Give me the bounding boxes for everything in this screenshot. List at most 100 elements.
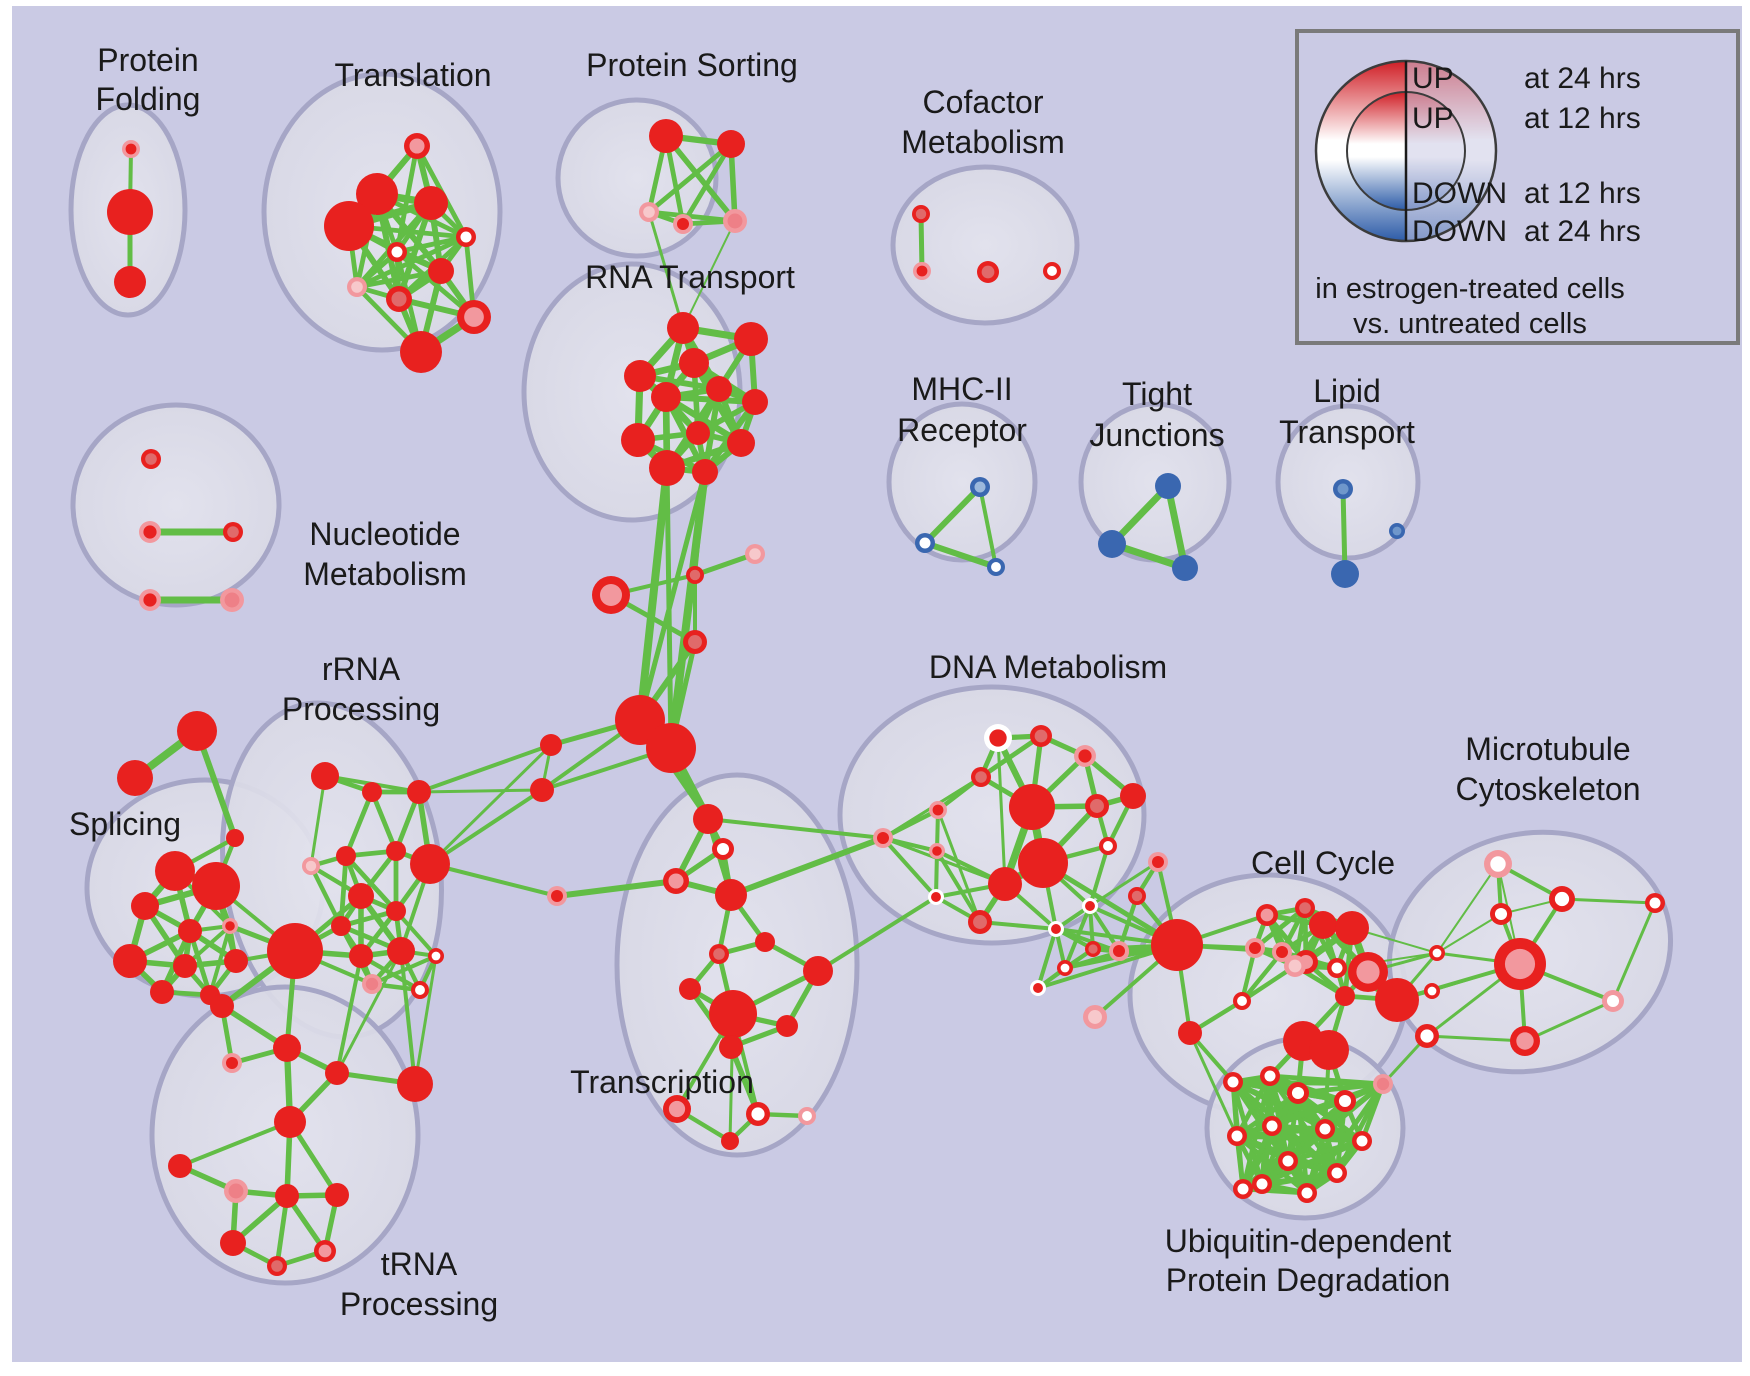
network-edge-backbone bbox=[1040, 860, 1180, 948]
network-node-center bbox=[1319, 1123, 1331, 1135]
cluster-label-cofactor-metabolism: Cofactor Metabolism bbox=[901, 84, 1065, 160]
network-node-center bbox=[1516, 1032, 1534, 1050]
network-node bbox=[667, 312, 699, 344]
network-edge-ubiquitin-degradation bbox=[1234, 1133, 1310, 1196]
network-node-center bbox=[305, 860, 317, 872]
network-node-center bbox=[1338, 1094, 1352, 1108]
network-node-center bbox=[877, 832, 889, 844]
network-node-center bbox=[1051, 924, 1061, 934]
network-edge-backbone bbox=[413, 954, 438, 1086]
network-edge-microtubule-cytoskeleton bbox=[1523, 999, 1615, 1043]
network-node bbox=[721, 1132, 739, 1150]
network-node bbox=[220, 1230, 246, 1256]
network-node-center bbox=[143, 525, 157, 539]
network-node-center bbox=[1264, 1070, 1276, 1082]
network-node bbox=[717, 130, 745, 158]
network-node bbox=[776, 1015, 798, 1037]
network-node-center bbox=[915, 208, 927, 220]
network-node bbox=[1098, 530, 1126, 558]
network-node-center bbox=[599, 583, 623, 607]
network-node-center bbox=[1088, 1010, 1102, 1024]
network-node-center bbox=[351, 281, 363, 293]
network-node bbox=[324, 201, 374, 251]
network-node bbox=[178, 919, 202, 943]
network-edge-backbone bbox=[1088, 860, 1160, 908]
network-node-center bbox=[1356, 1135, 1368, 1147]
cluster-label-mhc-ii-receptor: MHC-II Receptor bbox=[897, 371, 1027, 448]
network-node-center bbox=[227, 526, 239, 538]
network-node bbox=[410, 844, 450, 884]
network-node-center bbox=[919, 537, 931, 549]
network-node bbox=[530, 778, 554, 802]
network-node bbox=[1120, 783, 1146, 809]
network-edge-ubiquitin-degradation bbox=[1267, 1073, 1310, 1196]
network-node bbox=[755, 932, 775, 952]
network-node bbox=[210, 994, 234, 1018]
cluster-label-rna-transport: RNA Transport bbox=[585, 259, 795, 295]
network-node bbox=[988, 867, 1022, 901]
network-edge-backbone bbox=[428, 788, 544, 866]
network-node bbox=[224, 949, 248, 973]
network-node bbox=[1331, 560, 1359, 588]
network-edge-backbone bbox=[335, 949, 403, 1075]
network-node bbox=[387, 937, 415, 965]
network-node bbox=[348, 883, 374, 909]
network-node bbox=[803, 956, 833, 986]
network-node-center bbox=[1231, 1130, 1243, 1142]
legend-down-12-time: at 12 hrs bbox=[1524, 177, 1641, 210]
network-node-center bbox=[391, 246, 403, 258]
network-node bbox=[1151, 919, 1203, 971]
network-node bbox=[155, 851, 195, 891]
network-edge-translation bbox=[354, 268, 444, 290]
legend-up-24-time: at 24 hrs bbox=[1524, 62, 1641, 95]
network-node-center bbox=[713, 948, 725, 960]
network-edge-microtubule-cytoskeleton bbox=[1425, 1034, 1527, 1043]
network-node-center bbox=[1288, 959, 1302, 973]
network-node bbox=[651, 382, 681, 412]
network-edge-backbone bbox=[417, 743, 553, 794]
network-node-center bbox=[1131, 890, 1143, 902]
network-edge-protein-sorting bbox=[663, 133, 738, 224]
network-node bbox=[1375, 978, 1419, 1022]
network-node-center bbox=[1331, 1167, 1343, 1179]
network-node bbox=[150, 980, 174, 1004]
network-nodes bbox=[107, 119, 1665, 1276]
network-node-center bbox=[1554, 891, 1570, 907]
cluster-label-microtubule-cytoskeleton: Microtubule Cytoskeleton bbox=[1456, 731, 1641, 807]
cluster-label-protein-folding: Protein Folding bbox=[96, 42, 201, 117]
network-edge-cell-cycle bbox=[1239, 949, 1285, 1004]
network-node bbox=[362, 782, 382, 802]
network-node bbox=[311, 762, 339, 790]
network-node bbox=[692, 459, 718, 485]
network-node bbox=[177, 711, 217, 751]
network-node-center bbox=[1392, 526, 1402, 536]
cluster-label-lipid-transport: Lipid Transport bbox=[1279, 373, 1415, 450]
network-edge-backbone bbox=[682, 220, 736, 329]
network-node-center bbox=[981, 265, 995, 279]
network-node-center bbox=[1337, 483, 1349, 495]
cluster-label-tight-junctions: Tight Junctions bbox=[1089, 376, 1224, 453]
cluster-labels: Protein Folding Translation Protein Sorting… bbox=[69, 42, 1641, 1322]
network-node bbox=[168, 1154, 192, 1178]
network-node bbox=[267, 923, 323, 979]
network-node-center bbox=[143, 593, 157, 607]
network-node-center bbox=[1088, 944, 1098, 954]
network-node-center bbox=[1113, 945, 1125, 957]
network-node bbox=[649, 119, 683, 153]
network-node-center bbox=[365, 977, 379, 991]
network-node-center bbox=[1060, 963, 1070, 973]
network-node-center bbox=[226, 1057, 238, 1069]
network-node-center bbox=[932, 846, 942, 856]
network-node-center bbox=[1078, 749, 1092, 763]
network-node bbox=[719, 1035, 743, 1059]
network-node-center bbox=[1331, 962, 1343, 974]
network-edge-protein-sorting bbox=[646, 141, 734, 215]
network-node-center bbox=[989, 729, 1007, 747]
network-node-center bbox=[1301, 1187, 1313, 1199]
network-node-center bbox=[916, 265, 928, 277]
network-node-center bbox=[1376, 1077, 1390, 1091]
network-node-center bbox=[431, 951, 441, 961]
network-node-center bbox=[1432, 948, 1442, 958]
legend-up-12-label: UP bbox=[1412, 102, 1454, 135]
network-edge-backbone bbox=[647, 210, 685, 330]
